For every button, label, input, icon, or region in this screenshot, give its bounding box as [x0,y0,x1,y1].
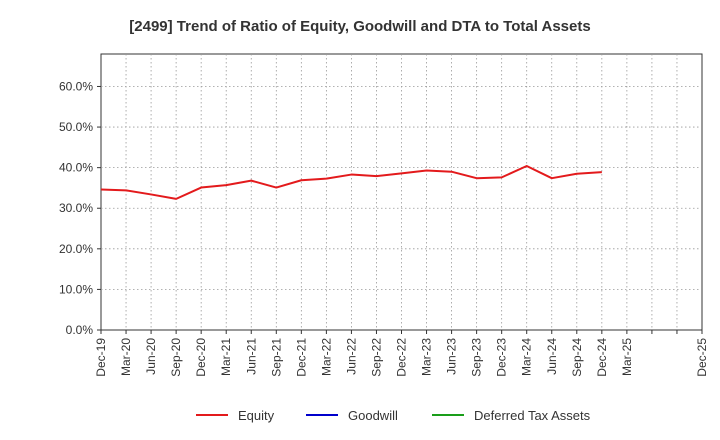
y-tick-label: 0.0% [66,323,94,337]
x-tick-label: Jun-22 [344,338,358,375]
legend-label-goodwill: Goodwill [348,408,398,423]
x-tick-label: Dec-24 [595,338,609,377]
x-tick-label: Dec-23 [495,338,509,377]
y-tick-label: 40.0% [59,161,93,175]
x-tick-label: Jun-20 [144,338,158,375]
x-tick-label: Dec-20 [194,338,208,377]
legend: Equity Goodwill Deferred Tax Assets [196,408,591,423]
x-tick-label: Dec-22 [395,338,409,377]
y-tick-label: 60.0% [59,79,93,93]
grid [101,54,702,330]
x-tick-label: Sep-24 [570,338,584,377]
x-tick-label: Dec-21 [294,338,308,377]
x-tick-label: Dec-19 [94,338,108,377]
series-line-equity [100,165,602,200]
x-tick-label: Dec-25 [695,338,709,377]
x-axis-ticks: Dec-19 Mar-20 Jun-20 Sep-20 Dec-20 Mar-21 Jun-… [94,330,709,377]
y-axis-ticks: 0.0% 10.0% 20.0% 30.0% 40.0% 50.0% 60.0% [59,79,101,337]
x-tick-label: Mar-21 [219,338,233,376]
x-tick-label: Sep-22 [369,338,383,377]
x-tick-label: Jun-23 [445,338,459,375]
y-tick-label: 20.0% [59,242,93,256]
y-tick-label: 50.0% [59,120,93,134]
x-tick-label: Mar-23 [420,338,434,376]
x-tick-label: Mar-22 [319,338,333,376]
x-tick-label: Sep-21 [269,338,283,377]
x-tick-label: Jun-24 [545,338,559,375]
series-layer [100,165,602,200]
x-tick-label: Mar-25 [620,338,634,376]
legend-label-equity: Equity [238,408,275,423]
x-tick-label: Jun-21 [244,338,258,375]
legend-label-deferred-tax-assets: Deferred Tax Assets [474,408,591,423]
chart-title: [2499] Trend of Ratio of Equity, Goodwil… [129,18,590,35]
x-tick-label: Sep-23 [470,338,484,377]
y-tick-label: 10.0% [59,282,93,296]
x-tick-label: Mar-20 [119,338,133,376]
x-tick-label: Mar-24 [520,338,534,376]
x-tick-label: Sep-20 [169,338,183,377]
y-tick-label: 30.0% [59,201,93,215]
